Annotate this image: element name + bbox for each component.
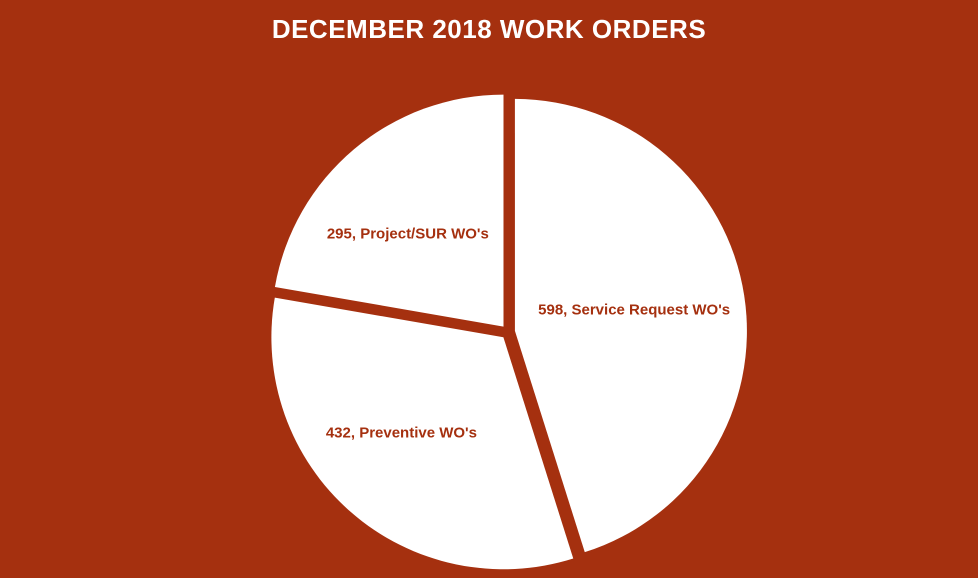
pie-slices <box>271 94 747 570</box>
pie-slice-2 <box>271 297 574 570</box>
pie-slice-1 <box>514 98 747 553</box>
pie-slice-3 <box>274 94 504 327</box>
chart-title: DECEMBER 2018 WORK ORDERS <box>271 14 707 44</box>
pie-slice-label-2: 432, Preventive WO's <box>326 424 477 441</box>
pie-slice-label-3: 295, Project/SUR WO's <box>327 225 489 242</box>
pie-labels: 598, Service Request WO's 432, Preventive… <box>326 225 730 441</box>
pie-slice-label-1: 598, Service Request WO's <box>538 302 730 319</box>
